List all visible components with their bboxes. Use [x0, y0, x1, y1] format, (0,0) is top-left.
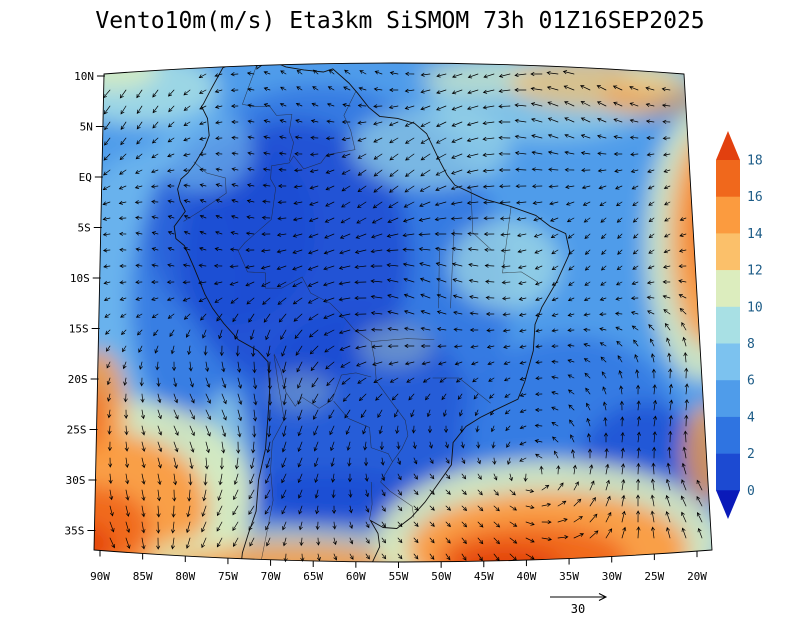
colorbar-label: 2 — [747, 447, 755, 462]
reference-arrow — [550, 593, 608, 601]
colorbar-label: 18 — [747, 154, 763, 169]
lon-axis: 90W 85W 80W 75W 70W 65W 60W 55W 50W 45W 40W 35W 30W 2… — [90, 550, 707, 583]
colorbar-label: 8 — [747, 337, 755, 352]
political-border — [432, 377, 491, 404]
colorbar-segment — [716, 380, 740, 418]
colorbar-segment — [716, 196, 740, 234]
colorbar-segment — [716, 306, 740, 344]
political-border — [450, 229, 455, 309]
political-border — [242, 63, 294, 161]
lat-label: 15S — [69, 323, 89, 336]
reference-vector: 30 — [550, 593, 608, 616]
lat-label: 25S — [67, 424, 87, 437]
lat-label: 30S — [66, 474, 86, 487]
colorbar-label: 6 — [747, 374, 755, 389]
lon-label: 20W — [687, 570, 707, 583]
colorbar-top-arrow — [716, 131, 740, 160]
map-frame — [93, 62, 713, 563]
lat-label: EQ — [79, 171, 92, 184]
lon-label: 50W — [431, 570, 451, 583]
south-america-coastline — [173, 63, 571, 562]
colorbar-segment — [716, 453, 740, 491]
political-border — [502, 206, 538, 283]
lon-label: 45W — [474, 570, 494, 583]
lat-label: 10S — [70, 272, 90, 285]
political-border — [371, 338, 435, 342]
political-border — [237, 91, 415, 518]
colorbar-label: 14 — [747, 227, 763, 242]
lat-axis: 10N 5N EQ 5S 10S 15S 20S 25S 30S 35S — [65, 70, 105, 538]
colorbar-label: 4 — [747, 410, 755, 425]
colorbar-segment — [716, 343, 740, 381]
colorbar-label: 10 — [747, 300, 763, 315]
colorbar-label: 16 — [747, 190, 763, 205]
colorbar-segment — [716, 160, 740, 197]
lon-label: 25W — [644, 570, 664, 583]
colorbar-bottom-arrow — [716, 490, 740, 519]
colorbar-segment — [716, 270, 740, 308]
lat-label: 10N — [74, 70, 94, 83]
political-border — [470, 189, 493, 251]
colorbar-label: 0 — [747, 484, 755, 499]
chart-title: Vento10m(m/s) Eta3km SiSMOM 73h 01Z16SEP… — [95, 8, 705, 34]
political-border — [273, 353, 372, 409]
lat-label: 35S — [65, 525, 85, 538]
political-border — [369, 481, 373, 520]
lon-label: 65W — [303, 570, 323, 583]
coastline — [173, 63, 571, 562]
lon-label: 90W — [90, 570, 110, 583]
lon-label: 80W — [175, 570, 195, 583]
lon-label: 85W — [133, 570, 153, 583]
lat-label: 20S — [68, 373, 88, 386]
lon-label: 30W — [602, 570, 622, 583]
lon-label: 55W — [389, 570, 409, 583]
lat-label: 5S — [78, 222, 91, 235]
political-border — [183, 161, 227, 222]
lat-label: 5N — [80, 121, 93, 134]
wind-vectors — [102, 69, 703, 563]
political-border — [438, 247, 440, 309]
lon-label: 40W — [516, 570, 536, 583]
lon-label: 35W — [559, 570, 579, 583]
lon-label: 75W — [218, 570, 238, 583]
reference-label: 30 — [571, 602, 585, 616]
colorbar-segment — [716, 416, 740, 454]
colorbar-label: 12 — [747, 264, 763, 279]
colorbar: 18 16 14 12 10 8 6 4 2 0 — [716, 131, 763, 519]
colorbar-segment — [716, 233, 740, 271]
political-border — [333, 401, 393, 462]
lon-label: 70W — [261, 570, 281, 583]
lon-label: 60W — [346, 570, 366, 583]
